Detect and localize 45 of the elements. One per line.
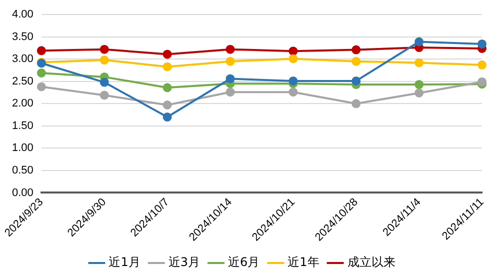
point <box>288 54 298 64</box>
point <box>352 45 361 54</box>
point <box>36 68 46 78</box>
y-tick-label: 0.50 <box>12 164 34 176</box>
point <box>288 76 298 86</box>
legend-label: 近6月 <box>228 255 260 270</box>
point <box>226 44 235 54</box>
y-tick-label: 3.50 <box>12 30 34 43</box>
point <box>414 58 424 68</box>
point <box>100 78 109 87</box>
legend-label: 近1年 <box>288 255 320 270</box>
y-tick-label: 1.50 <box>12 120 34 132</box>
point <box>100 44 109 54</box>
y-tick-label: 1.00 <box>12 142 34 154</box>
point <box>414 37 424 46</box>
point <box>414 88 424 98</box>
point <box>162 83 172 92</box>
y-tick-label: 2.00 <box>12 98 34 110</box>
point <box>226 56 235 66</box>
point <box>162 112 172 122</box>
point <box>288 46 298 56</box>
point <box>226 88 235 97</box>
point <box>100 56 109 65</box>
point <box>478 60 486 70</box>
y-tick-label: 0.00 <box>12 186 34 199</box>
point <box>100 90 109 100</box>
point <box>478 39 486 48</box>
point <box>36 82 46 92</box>
point <box>352 56 361 66</box>
point <box>352 76 361 86</box>
point <box>288 88 298 97</box>
point <box>226 74 235 84</box>
legend-label: 近3月 <box>168 255 200 270</box>
y-tick-label: 3.00 <box>12 53 34 66</box>
legend-label: 成立以来 <box>347 255 396 270</box>
point <box>414 80 424 90</box>
legend-label: 近1月 <box>108 255 140 270</box>
point <box>162 50 172 59</box>
point <box>162 100 172 110</box>
point <box>36 46 46 56</box>
point <box>162 62 172 72</box>
y-tick-label: 2.50 <box>12 75 34 88</box>
point <box>352 99 361 108</box>
y-tick-label: 4.00 <box>12 8 34 21</box>
point <box>478 77 486 86</box>
